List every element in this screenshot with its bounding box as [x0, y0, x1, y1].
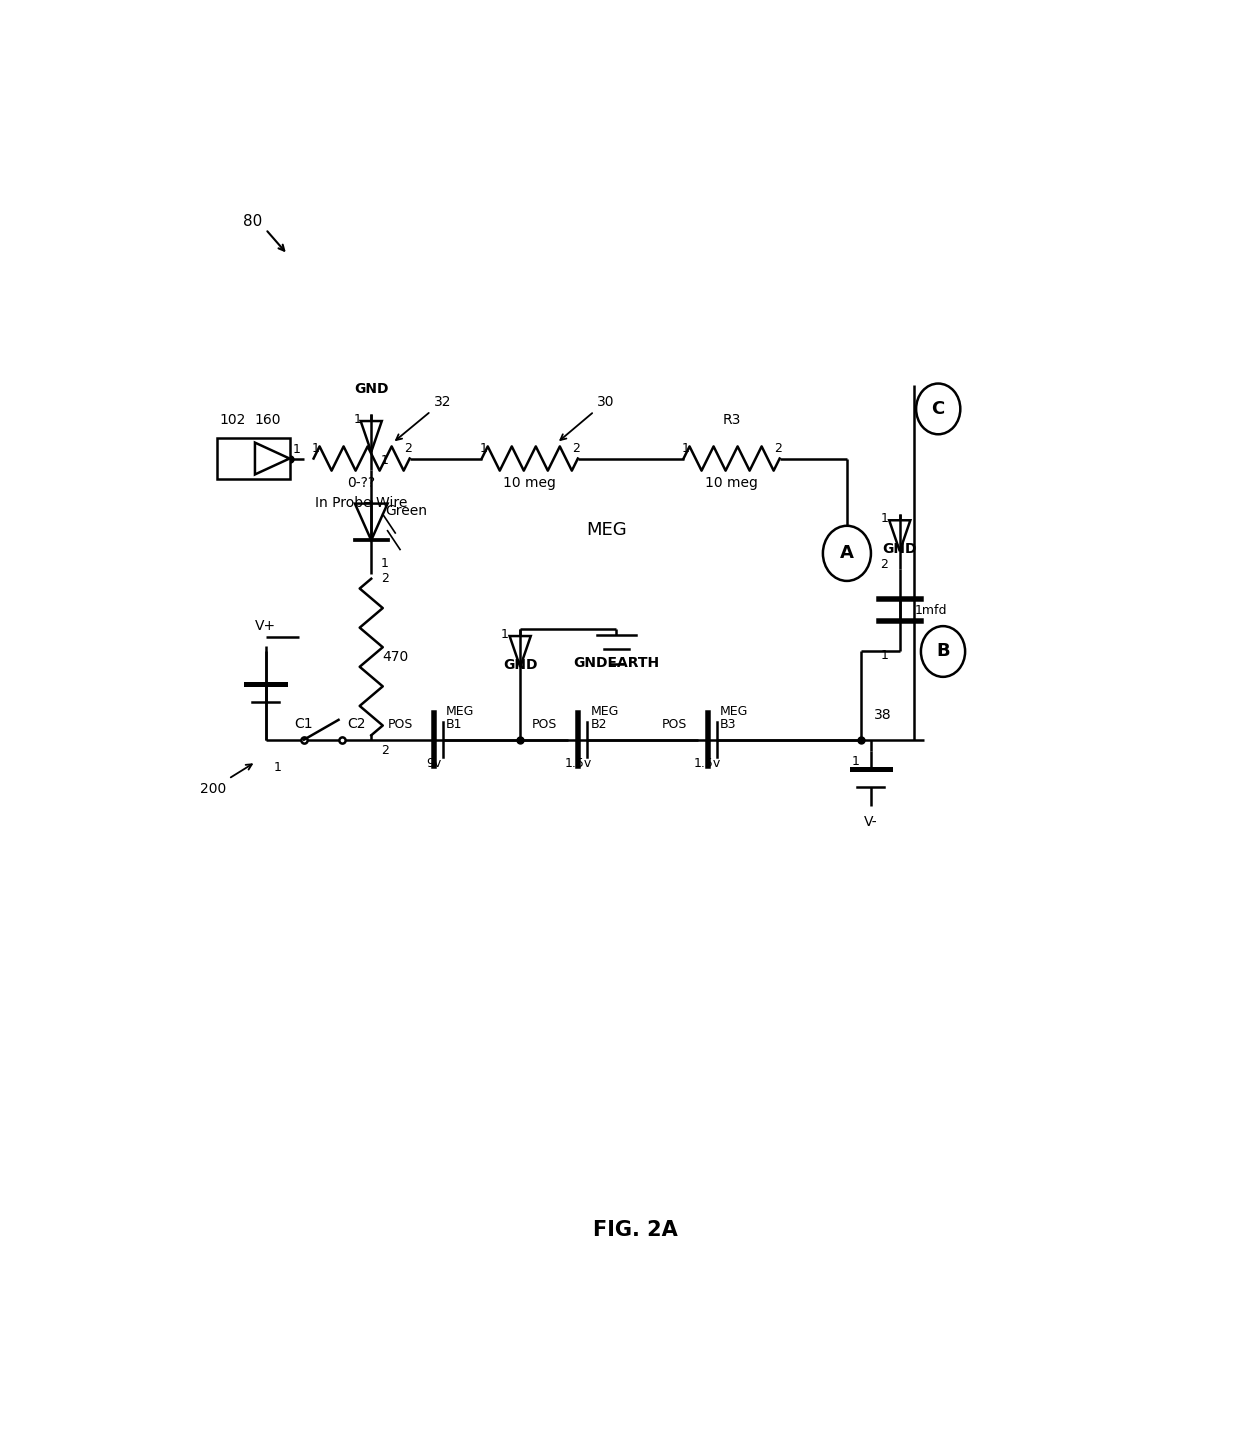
- Text: 1: 1: [880, 511, 888, 524]
- Text: MEG: MEG: [590, 705, 619, 717]
- Text: 200: 200: [200, 765, 252, 796]
- Text: 38: 38: [874, 709, 892, 722]
- Text: POS: POS: [661, 717, 687, 730]
- Text: B2: B2: [590, 717, 606, 730]
- Text: 1: 1: [273, 760, 281, 773]
- Text: 1.5v: 1.5v: [694, 758, 722, 770]
- Text: 1: 1: [852, 755, 859, 768]
- Text: 2: 2: [404, 442, 412, 455]
- Text: GND: GND: [503, 657, 537, 672]
- Text: 80: 80: [243, 213, 263, 229]
- Text: 1: 1: [501, 629, 508, 642]
- Text: GNDEARTH: GNDEARTH: [573, 656, 660, 670]
- Text: B: B: [936, 643, 950, 660]
- Text: 160: 160: [254, 412, 280, 427]
- Text: MEG: MEG: [587, 521, 627, 540]
- Text: A: A: [839, 544, 854, 563]
- Text: B3: B3: [720, 717, 737, 730]
- Text: C1: C1: [294, 717, 312, 732]
- Text: 1: 1: [311, 442, 320, 455]
- Text: V-: V-: [864, 815, 878, 829]
- Text: POS: POS: [532, 717, 557, 730]
- Text: 102: 102: [219, 412, 246, 427]
- Text: V+: V+: [255, 619, 277, 633]
- Text: 2: 2: [381, 573, 388, 586]
- Text: B1: B1: [446, 717, 463, 730]
- Text: POS: POS: [387, 717, 413, 730]
- Text: 1: 1: [381, 557, 388, 570]
- Text: 2: 2: [572, 442, 580, 455]
- Text: 1: 1: [480, 442, 487, 455]
- Text: Green: Green: [386, 504, 428, 518]
- Text: 2: 2: [880, 558, 888, 571]
- Text: MEG: MEG: [446, 705, 475, 717]
- Text: C: C: [931, 400, 945, 418]
- Text: 10 meg: 10 meg: [706, 475, 758, 490]
- Text: R3: R3: [723, 412, 740, 427]
- Text: 2: 2: [381, 745, 388, 758]
- Text: In Probe Wire: In Probe Wire: [315, 495, 408, 510]
- Bar: [217, 438, 290, 480]
- Text: 1: 1: [293, 444, 300, 457]
- Text: MEG: MEG: [720, 705, 749, 717]
- Text: GND: GND: [883, 541, 918, 556]
- Text: 30: 30: [560, 395, 615, 440]
- Text: 1: 1: [381, 454, 388, 467]
- Text: 9v: 9v: [427, 758, 441, 770]
- Text: 1: 1: [682, 442, 689, 455]
- Text: 1: 1: [880, 649, 888, 663]
- Text: 2: 2: [774, 442, 781, 455]
- Text: 470: 470: [383, 650, 409, 664]
- Text: 32: 32: [396, 395, 451, 440]
- Text: 1: 1: [353, 414, 362, 427]
- Text: 1mfd: 1mfd: [914, 604, 946, 617]
- Text: 1.5v: 1.5v: [564, 758, 591, 770]
- Text: 0-??: 0-??: [347, 475, 376, 490]
- Text: 10 meg: 10 meg: [503, 475, 557, 490]
- Text: GND: GND: [353, 382, 388, 397]
- Text: FIG. 2A: FIG. 2A: [593, 1220, 678, 1240]
- Text: C2: C2: [347, 717, 366, 732]
